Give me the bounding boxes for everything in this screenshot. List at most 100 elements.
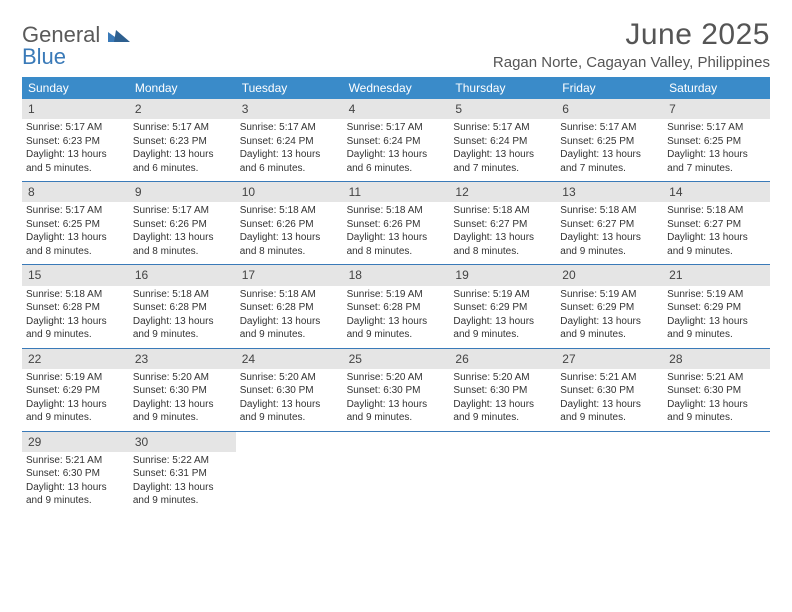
daylight: Daylight: 13 hours and 9 minutes. bbox=[667, 315, 766, 342]
sunrise: Sunrise: 5:17 AM bbox=[560, 121, 659, 135]
sunrise: Sunrise: 5:19 AM bbox=[667, 288, 766, 302]
day-cell: 26Sunrise: 5:20 AMSunset: 6:30 PMDayligh… bbox=[449, 349, 556, 431]
sunset: Sunset: 6:25 PM bbox=[560, 135, 659, 149]
sunrise: Sunrise: 5:17 AM bbox=[133, 121, 232, 135]
daylight: Daylight: 13 hours and 9 minutes. bbox=[560, 231, 659, 258]
sunset: Sunset: 6:26 PM bbox=[240, 218, 339, 232]
daylight: Daylight: 13 hours and 8 minutes. bbox=[240, 231, 339, 258]
sunrise: Sunrise: 5:17 AM bbox=[453, 121, 552, 135]
logo-text: General Blue bbox=[22, 24, 130, 68]
day-number: 9 bbox=[129, 182, 236, 202]
day-cell: 17Sunrise: 5:18 AMSunset: 6:28 PMDayligh… bbox=[236, 265, 343, 347]
sunrise: Sunrise: 5:21 AM bbox=[26, 454, 125, 468]
month-title: June 2025 bbox=[493, 18, 770, 52]
sunrise: Sunrise: 5:18 AM bbox=[453, 204, 552, 218]
sunrise: Sunrise: 5:20 AM bbox=[453, 371, 552, 385]
day-cell: 6Sunrise: 5:17 AMSunset: 6:25 PMDaylight… bbox=[556, 99, 663, 181]
sunrise: Sunrise: 5:18 AM bbox=[667, 204, 766, 218]
logo-line2: Blue bbox=[22, 44, 66, 69]
sunrise: Sunrise: 5:19 AM bbox=[26, 371, 125, 385]
sunrise: Sunrise: 5:18 AM bbox=[560, 204, 659, 218]
dow-tuesday: Tuesday bbox=[236, 77, 343, 99]
logo: General Blue bbox=[22, 24, 130, 68]
logo-mark-icon bbox=[108, 28, 130, 42]
calendar: Sunday Monday Tuesday Wednesday Thursday… bbox=[22, 77, 770, 514]
day-number: 7 bbox=[663, 99, 770, 119]
sunrise: Sunrise: 5:17 AM bbox=[26, 204, 125, 218]
sunset: Sunset: 6:23 PM bbox=[133, 135, 232, 149]
day-number: 5 bbox=[449, 99, 556, 119]
sunrise: Sunrise: 5:20 AM bbox=[240, 371, 339, 385]
week-row: 15Sunrise: 5:18 AMSunset: 6:28 PMDayligh… bbox=[22, 265, 770, 348]
sunrise: Sunrise: 5:19 AM bbox=[453, 288, 552, 302]
location: Ragan Norte, Cagayan Valley, Philippines bbox=[493, 54, 770, 71]
sunset: Sunset: 6:26 PM bbox=[347, 218, 446, 232]
sunrise: Sunrise: 5:19 AM bbox=[560, 288, 659, 302]
sunset: Sunset: 6:24 PM bbox=[453, 135, 552, 149]
day-cell: 14Sunrise: 5:18 AMSunset: 6:27 PMDayligh… bbox=[663, 182, 770, 264]
sunrise: Sunrise: 5:18 AM bbox=[240, 204, 339, 218]
day-cell: 1Sunrise: 5:17 AMSunset: 6:23 PMDaylight… bbox=[22, 99, 129, 181]
day-number: 19 bbox=[449, 265, 556, 285]
sunset: Sunset: 6:27 PM bbox=[453, 218, 552, 232]
sunrise: Sunrise: 5:17 AM bbox=[347, 121, 446, 135]
daylight: Daylight: 13 hours and 9 minutes. bbox=[240, 315, 339, 342]
week-row: 8Sunrise: 5:17 AMSunset: 6:25 PMDaylight… bbox=[22, 182, 770, 265]
sunrise: Sunrise: 5:17 AM bbox=[667, 121, 766, 135]
sunrise: Sunrise: 5:18 AM bbox=[347, 204, 446, 218]
day-cell: 11Sunrise: 5:18 AMSunset: 6:26 PMDayligh… bbox=[343, 182, 450, 264]
daylight: Daylight: 13 hours and 7 minutes. bbox=[560, 148, 659, 175]
sunset: Sunset: 6:24 PM bbox=[347, 135, 446, 149]
day-cell: 12Sunrise: 5:18 AMSunset: 6:27 PMDayligh… bbox=[449, 182, 556, 264]
dow-thursday: Thursday bbox=[449, 77, 556, 99]
daylight: Daylight: 13 hours and 9 minutes. bbox=[26, 398, 125, 425]
day-cell: 5 Sunrise: 5:17 AMSunset: 6:24 PMDaylight… bbox=[449, 99, 556, 181]
day-cell: 9Sunrise: 5:17 AMSunset: 6:26 PMDaylight… bbox=[129, 182, 236, 264]
day-number: 4 bbox=[343, 99, 450, 119]
sunrise: Sunrise: 5:21 AM bbox=[667, 371, 766, 385]
dow-sunday: Sunday bbox=[22, 77, 129, 99]
day-number: 11 bbox=[343, 182, 450, 202]
sunrise: Sunrise: 5:20 AM bbox=[133, 371, 232, 385]
sunset: Sunset: 6:25 PM bbox=[26, 218, 125, 232]
sunset: Sunset: 6:26 PM bbox=[133, 218, 232, 232]
sunset: Sunset: 6:28 PM bbox=[240, 301, 339, 315]
daylight: Daylight: 13 hours and 9 minutes. bbox=[667, 231, 766, 258]
day-number: 25 bbox=[343, 349, 450, 369]
day-cell: 23Sunrise: 5:20 AMSunset: 6:30 PMDayligh… bbox=[129, 349, 236, 431]
sunset: Sunset: 6:31 PM bbox=[133, 467, 232, 481]
sunset: Sunset: 6:30 PM bbox=[347, 384, 446, 398]
day-number: 17 bbox=[236, 265, 343, 285]
sunset: Sunset: 6:29 PM bbox=[667, 301, 766, 315]
sunset: Sunset: 6:29 PM bbox=[560, 301, 659, 315]
day-cell: 22Sunrise: 5:19 AMSunset: 6:29 PMDayligh… bbox=[22, 349, 129, 431]
daylight: Daylight: 13 hours and 7 minutes. bbox=[453, 148, 552, 175]
day-number: 16 bbox=[129, 265, 236, 285]
day-cell: 28Sunrise: 5:21 AMSunset: 6:30 PMDayligh… bbox=[663, 349, 770, 431]
daylight: Daylight: 13 hours and 6 minutes. bbox=[240, 148, 339, 175]
daylight: Daylight: 13 hours and 9 minutes. bbox=[133, 481, 232, 508]
calendar-page: General Blue June 2025 Ragan Norte, Caga… bbox=[0, 0, 792, 514]
sunset: Sunset: 6:27 PM bbox=[667, 218, 766, 232]
week-row: 1Sunrise: 5:17 AMSunset: 6:23 PMDaylight… bbox=[22, 99, 770, 182]
day-number: 27 bbox=[556, 349, 663, 369]
day-cell: 15Sunrise: 5:18 AMSunset: 6:28 PMDayligh… bbox=[22, 265, 129, 347]
dow-wednesday: Wednesday bbox=[343, 77, 450, 99]
daylight: Daylight: 13 hours and 9 minutes. bbox=[26, 315, 125, 342]
daylight: Daylight: 13 hours and 8 minutes. bbox=[453, 231, 552, 258]
daylight: Daylight: 13 hours and 8 minutes. bbox=[26, 231, 125, 258]
day-number: 30 bbox=[129, 432, 236, 452]
day-number: 15 bbox=[22, 265, 129, 285]
daylight: Daylight: 13 hours and 6 minutes. bbox=[133, 148, 232, 175]
daylight: Daylight: 13 hours and 9 minutes. bbox=[133, 398, 232, 425]
day-cell: 29Sunrise: 5:21 AMSunset: 6:30 PMDayligh… bbox=[22, 432, 129, 514]
day-cell: 21Sunrise: 5:19 AMSunset: 6:29 PMDayligh… bbox=[663, 265, 770, 347]
day-cell: 4Sunrise: 5:17 AMSunset: 6:24 PMDaylight… bbox=[343, 99, 450, 181]
dow-monday: Monday bbox=[129, 77, 236, 99]
day-cell: 3Sunrise: 5:17 AMSunset: 6:24 PMDaylight… bbox=[236, 99, 343, 181]
sunset: Sunset: 6:30 PM bbox=[26, 467, 125, 481]
sunset: Sunset: 6:30 PM bbox=[560, 384, 659, 398]
sunrise: Sunrise: 5:21 AM bbox=[560, 371, 659, 385]
daylight: Daylight: 13 hours and 9 minutes. bbox=[240, 398, 339, 425]
sunset: Sunset: 6:24 PM bbox=[240, 135, 339, 149]
